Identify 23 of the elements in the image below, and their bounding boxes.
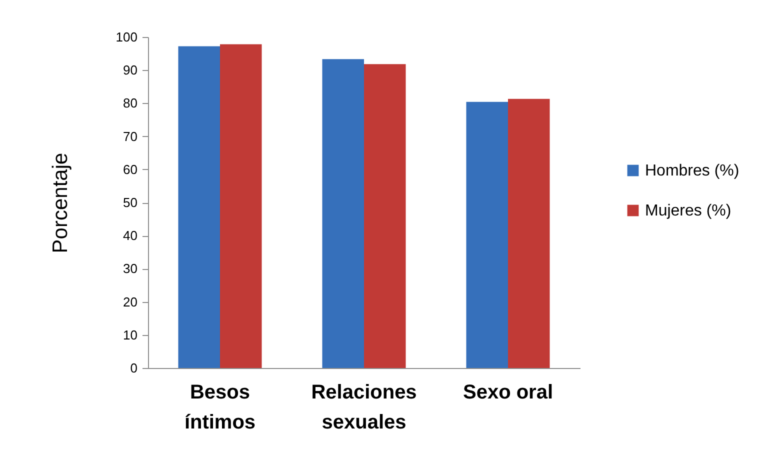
- y-tick-label: 70: [123, 128, 138, 144]
- y-tick-label: 50: [123, 195, 138, 210]
- legend-label: Mujeres (%): [645, 202, 732, 220]
- y-tick-label: 90: [123, 62, 138, 78]
- y-tick-label: 100: [116, 30, 138, 44]
- bar: [508, 98, 550, 368]
- bar: [178, 46, 220, 368]
- y-tick-label: 60: [123, 162, 138, 177]
- y-tick-label: 80: [123, 96, 138, 111]
- legend-label: Hombres (%): [645, 162, 740, 180]
- x-tick-label: Besos íntimos: [184, 382, 256, 434]
- bar: [322, 59, 364, 368]
- y-tick-label: 0: [130, 360, 138, 376]
- bar: [364, 64, 406, 368]
- y-tick-label: 10: [123, 327, 138, 342]
- bar: [466, 102, 508, 368]
- bar: [220, 44, 262, 368]
- y-tick-label: 30: [123, 261, 138, 276]
- y-tick-label: 40: [123, 228, 138, 244]
- x-tick-label: Sexo oral: [462, 382, 554, 404]
- y-tick-label: 20: [123, 294, 138, 310]
- y-axis-title: Porcentaje: [48, 152, 72, 254]
- x-tick-label: Relaciones sexuales: [311, 382, 417, 434]
